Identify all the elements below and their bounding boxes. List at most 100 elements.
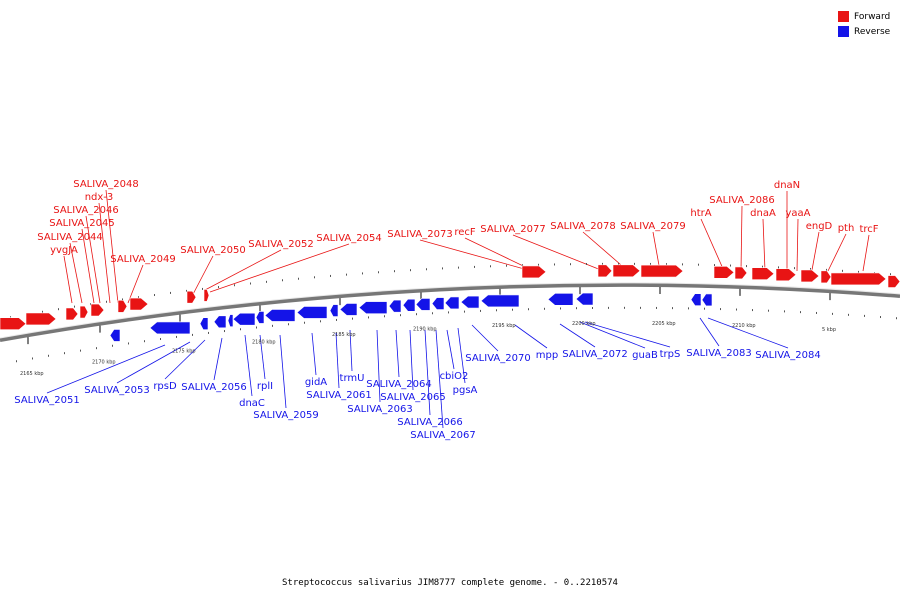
forward-label-leader — [419, 239, 536, 273]
scale-tick-label: 2195 kbp — [492, 323, 516, 329]
gene-label-saliva-2048: SALIVA_2048 — [73, 179, 138, 190]
genome-caption: Streptococcus salivarius JIM8777 complet… — [282, 578, 618, 588]
forward-gene-arrow[interactable] — [0, 317, 27, 331]
forward-gene-arrow[interactable] — [612, 264, 641, 278]
reverse-gene-arrow[interactable] — [431, 297, 445, 310]
reverse-gene-arrow[interactable] — [444, 296, 460, 310]
reverse-label-leader — [335, 332, 340, 389]
minor-tick — [810, 267, 811, 270]
gene-label-saliva-2059: SALIVA_2059 — [253, 410, 318, 421]
reverse-gene-arrow[interactable] — [575, 292, 594, 306]
reverse-gene-arrow[interactable] — [358, 301, 388, 314]
reverse-gene-arrow[interactable] — [339, 303, 358, 316]
minor-tick — [80, 349, 81, 352]
minor-tick — [336, 318, 337, 321]
gene-label-trmu: trmU — [340, 373, 365, 384]
forward-gene-arrow[interactable] — [25, 312, 57, 326]
genome-backbone — [0, 282, 900, 342]
minor-tick — [666, 263, 667, 266]
scale-tick-label: 2205 kbp — [652, 321, 676, 327]
gene-label-saliva-2086: SALIVA_2086 — [709, 195, 774, 206]
reverse-gene-arrow[interactable] — [296, 306, 328, 319]
minor-tick — [314, 276, 315, 279]
forward-gene-arrow[interactable] — [713, 266, 735, 279]
minor-tick — [394, 270, 395, 273]
minor-tick — [288, 323, 289, 326]
forward-gene-arrow[interactable] — [820, 270, 832, 284]
forward-gene-arrow[interactable] — [830, 272, 887, 286]
minor-tick — [672, 307, 673, 310]
minor-tick — [122, 298, 123, 301]
minor-tick — [272, 324, 273, 327]
minor-tick — [10, 316, 11, 319]
forward-gene-arrow[interactable] — [65, 307, 79, 321]
minor-tick — [176, 335, 177, 338]
gene-label-dnaa: dnaA — [750, 208, 776, 219]
minor-tick — [234, 284, 235, 287]
forward-gene-arrow[interactable] — [640, 264, 684, 278]
reverse-gene-arrow[interactable] — [255, 311, 265, 324]
forward-gene-arrow[interactable] — [597, 264, 613, 278]
minor-tick — [848, 313, 849, 316]
reverse-gene-arrow[interactable] — [690, 293, 702, 306]
reverse-label-leader — [409, 329, 414, 391]
reverse-label-leader — [457, 327, 466, 384]
forward-gene-arrow[interactable] — [117, 300, 128, 313]
forward-gene-arrow[interactable] — [203, 289, 210, 302]
gene-label-gida: gidA — [305, 377, 327, 388]
reverse-gene-arrow[interactable] — [213, 315, 227, 329]
forward-gene-arrow[interactable] — [775, 268, 797, 282]
minor-tick — [320, 320, 321, 323]
forward-gene-arrow[interactable] — [521, 265, 547, 279]
minor-tick — [794, 267, 795, 270]
legend-reverse-label: Reverse — [854, 26, 891, 37]
reverse-label-leader — [699, 317, 720, 347]
scale-tick-label: 2175 kbp — [172, 349, 196, 355]
reverse-gene-arrow[interactable] — [109, 329, 121, 342]
reverse-gene-arrow[interactable] — [329, 304, 339, 317]
reverse-label-leader — [395, 329, 400, 378]
forward-gene-arrow[interactable] — [887, 275, 900, 288]
forward-gene-arrow[interactable] — [186, 290, 197, 304]
forward-gene-arrow[interactable] — [129, 297, 149, 311]
forward-gene-arrow[interactable] — [751, 267, 775, 281]
gene-label-saliva-2065: SALIVA_2065 — [380, 392, 445, 403]
minor-tick — [746, 265, 747, 268]
minor-tick — [352, 317, 353, 320]
reverse-gene-arrow[interactable] — [701, 293, 713, 307]
minor-tick — [730, 264, 731, 267]
forward-gene-arrow[interactable] — [734, 266, 748, 280]
gene-label-cbio2: cbiO2 — [440, 371, 469, 382]
forward-gene-arrow[interactable] — [90, 303, 105, 317]
gene-label-engd: engD — [806, 221, 833, 232]
reverse-gene-arrow[interactable] — [415, 298, 431, 311]
reverse-label-leader — [244, 334, 253, 397]
minor-tick — [16, 360, 17, 363]
reverse-gene-arrow[interactable] — [460, 295, 480, 309]
reverse-gene-arrow[interactable] — [388, 299, 402, 313]
reverse-gene-arrow[interactable] — [199, 317, 209, 330]
minor-tick — [250, 282, 251, 285]
minor-tick — [90, 303, 91, 306]
scale-ticks: 2165 kbp 2170 kbp 2175 kbp 2180 kbp 2185 kbp… — [10, 262, 897, 377]
reverse-gene-arrow[interactable] — [149, 321, 191, 335]
reverse-label-leader — [707, 317, 789, 349]
reverse-gene-arrow[interactable] — [480, 294, 520, 308]
minor-tick — [186, 289, 187, 292]
forward-label-leader — [69, 242, 83, 304]
reverse-label-leader — [446, 329, 455, 370]
reverse-gene-arrow[interactable] — [264, 309, 296, 322]
reverse-gene-arrow[interactable] — [547, 293, 574, 306]
forward-gene-arrow[interactable] — [79, 305, 89, 319]
minor-tick — [480, 309, 481, 312]
reverse-gene-arrow[interactable] — [227, 314, 234, 327]
reverse-gene-arrow[interactable] — [402, 298, 416, 312]
minor-tick — [442, 267, 443, 270]
reverse-gene-arrow[interactable] — [232, 312, 256, 326]
minor-tick — [608, 306, 609, 309]
minor-tick — [240, 328, 241, 331]
minor-tick — [650, 262, 651, 265]
minor-tick — [714, 264, 715, 267]
forward-gene-arrow[interactable] — [800, 269, 820, 283]
gene-label-pth: pth — [838, 223, 855, 234]
